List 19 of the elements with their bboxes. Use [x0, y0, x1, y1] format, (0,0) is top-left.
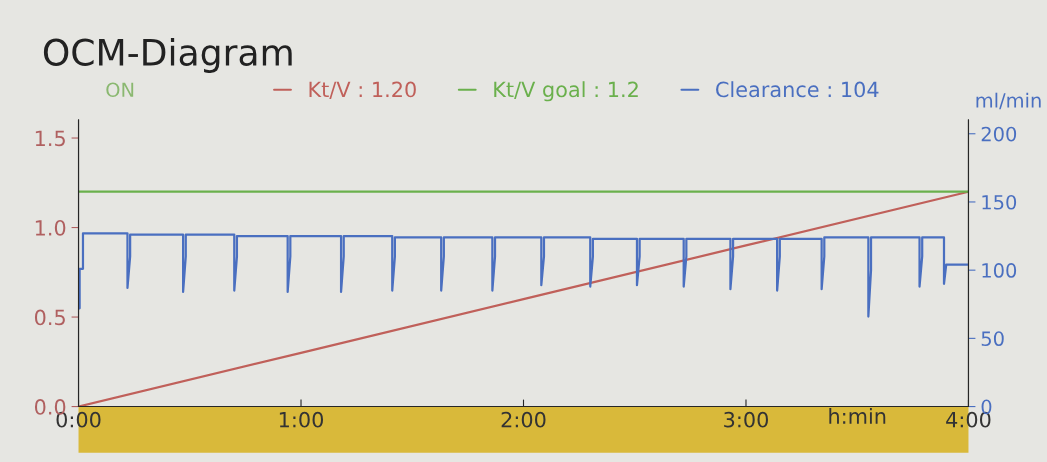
y2-tick-label: 200	[981, 126, 1017, 142]
x-tick-label: 3:00	[724, 411, 768, 428]
y2-axis-title: ml/min	[976, 92, 1041, 110]
x-axis-title: h:min	[829, 407, 886, 424]
legend-label: Kt/V : 1.20	[309, 81, 416, 99]
line-series	[78, 190, 969, 407]
y2-tick-label: 150	[982, 194, 1017, 210]
text: ON	[106, 82, 134, 98]
y-tick-label: 1.0	[35, 219, 66, 236]
y2-tick-label: 50	[981, 331, 1004, 347]
y-tick-label: 0.5	[34, 309, 65, 326]
line-series	[78, 232, 969, 318]
chart-title: OCM-Diagram	[43, 37, 292, 73]
legend-label: Clearance : 104	[716, 81, 879, 98]
y-tick-label: 1.5	[35, 130, 65, 147]
legend-label: Kt/V goal : 1.2	[494, 81, 638, 102]
x-tick-label: 1:00	[279, 411, 324, 428]
x-tick-label: 2:00	[501, 411, 546, 428]
y2-tick-label: 100	[982, 263, 1017, 278]
